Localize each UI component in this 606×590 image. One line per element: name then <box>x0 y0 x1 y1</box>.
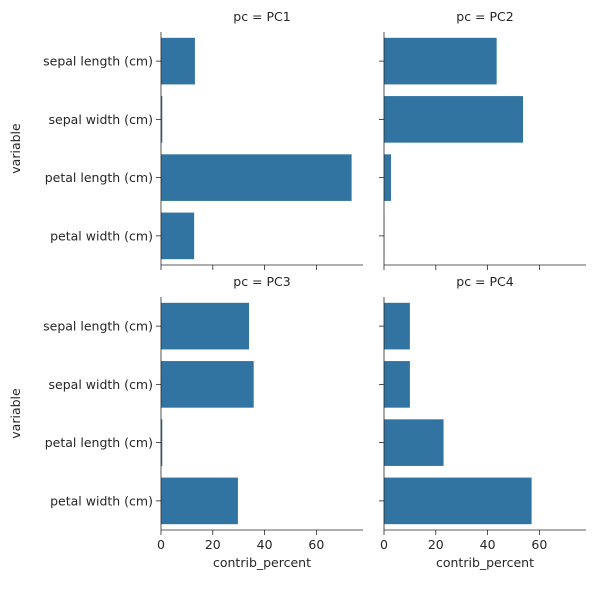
x-axis-label: contrib_percent <box>436 555 534 570</box>
panel-title-2: pc = PC2 <box>456 9 513 24</box>
x-axis-label: contrib_percent <box>213 555 311 570</box>
x-tick-label: 60 <box>308 537 324 552</box>
y-tick-label: sepal width (cm) <box>49 377 153 392</box>
bar-4-2 <box>384 361 410 408</box>
x-tick-label: 60 <box>531 537 547 552</box>
x-tick-label: 20 <box>428 537 444 552</box>
bar-3-3 <box>161 419 163 466</box>
y-tick-label: sepal length (cm) <box>43 319 153 334</box>
bar-2-2 <box>384 96 524 143</box>
bar-1-4 <box>161 212 195 260</box>
y-tick-label: sepal width (cm) <box>49 112 153 127</box>
y-axis-label: variable <box>8 123 23 174</box>
panel-title-4: pc = PC4 <box>456 274 513 289</box>
bar-2-1 <box>384 37 497 85</box>
x-tick-label: 20 <box>205 537 221 552</box>
bar-4-3 <box>384 419 444 466</box>
bar-3-4 <box>161 477 238 525</box>
x-tick-label: 0 <box>380 537 388 552</box>
panel-title-3: pc = PC3 <box>233 274 290 289</box>
bar-3-2 <box>161 361 254 408</box>
y-tick-label: petal width (cm) <box>50 228 153 243</box>
bar-3-1 <box>161 302 250 350</box>
y-tick-label: petal length (cm) <box>45 170 153 185</box>
x-tick-label: 40 <box>257 537 273 552</box>
bar-1-2 <box>161 96 163 143</box>
bar-1-3 <box>161 154 352 201</box>
bar-1-1 <box>161 37 195 85</box>
bar-4-1 <box>384 302 410 350</box>
x-tick-label: 0 <box>157 537 165 552</box>
y-tick-label: petal length (cm) <box>45 435 153 450</box>
bar-4-4 <box>384 477 532 525</box>
y-tick-label: petal width (cm) <box>50 493 153 508</box>
bar-2-3 <box>384 154 391 201</box>
y-axis-label: variable <box>8 388 23 439</box>
x-tick-label: 40 <box>480 537 496 552</box>
y-tick-label: sepal length (cm) <box>43 54 153 69</box>
panel-title-1: pc = PC1 <box>233 9 290 24</box>
